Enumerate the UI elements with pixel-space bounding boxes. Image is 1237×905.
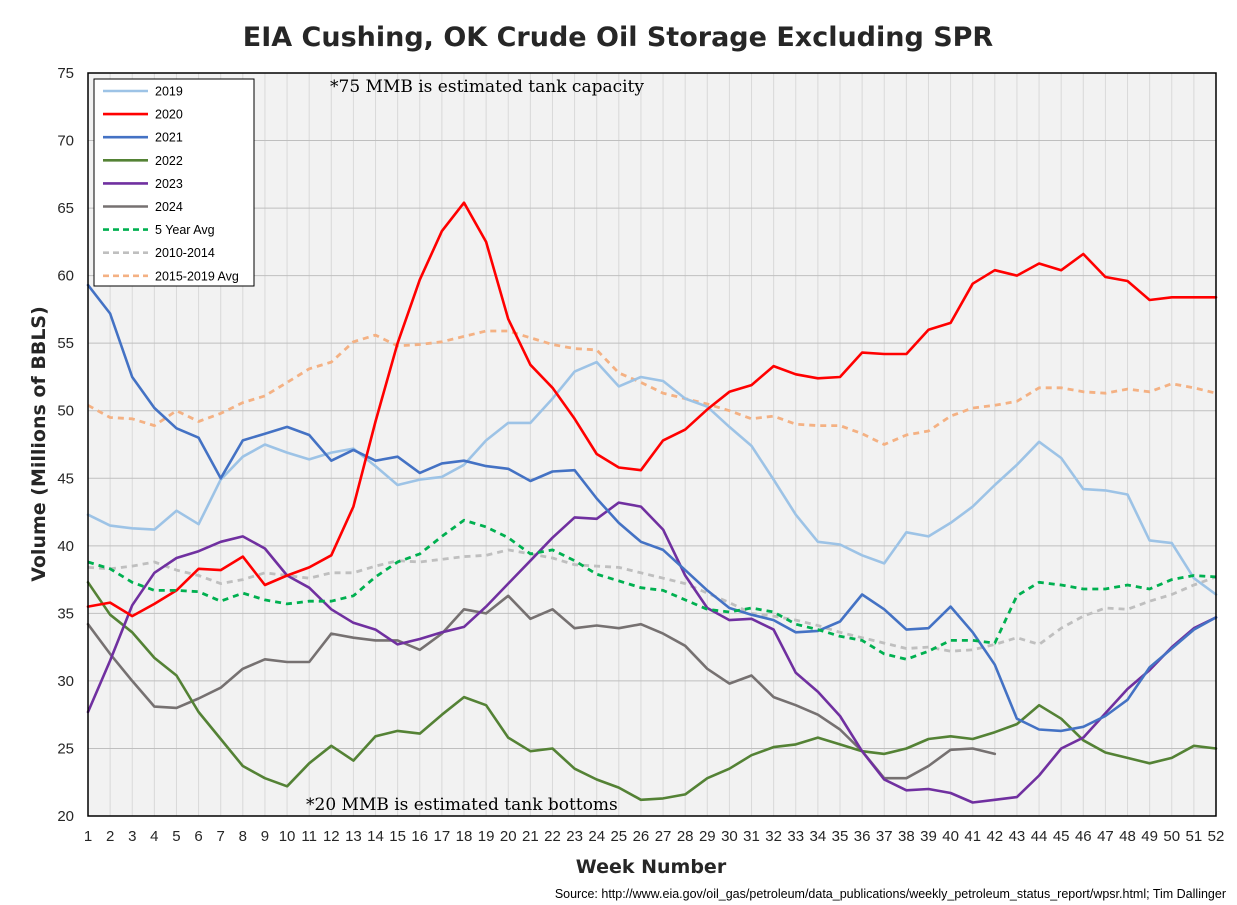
x-tick-label: 26: [633, 828, 650, 845]
x-tick-label: 32: [765, 828, 782, 845]
chart-title: EIA Cushing, OK Crude Oil Storage Exclud…: [243, 22, 994, 53]
x-axis-ticks: 1 2 3 4 5 6 7 8 9 10 11 12 13 14 15 16 17 18 19 20 21 22 23 24 2…: [84, 828, 1225, 845]
plot-border: [87, 72, 1217, 817]
x-tick-label: 46: [1075, 828, 1092, 845]
y-tick-label: 30: [57, 673, 74, 690]
x-tick-label: 7: [217, 828, 225, 845]
legend: 2019 2020 2021 2022 2023 2024 5 Year Avg 2010-2…: [93, 78, 255, 287]
x-tick-label: 36: [854, 828, 871, 845]
x-tick-label: 40: [942, 828, 959, 845]
x-tick-label: 29: [699, 828, 716, 845]
y-tick-label: 60: [57, 268, 74, 285]
series-line-2023: [86, 501, 1218, 804]
x-tick-label: 8: [239, 828, 247, 845]
legend-label-2023: 2023: [155, 177, 183, 191]
legend-label-2010-2014: 2010-2014: [155, 246, 215, 260]
x-tick-label: 5: [172, 828, 180, 845]
series-line-5-year-avg: [87, 518, 1217, 661]
x-axis-label: Week Number: [576, 856, 727, 878]
annotation-capacity: *75 MMB is estimated tank capacity: [330, 77, 644, 97]
x-tick-label: 22: [544, 828, 561, 845]
x-tick-label: 14: [367, 828, 384, 845]
y-tick-label: 25: [57, 740, 74, 757]
x-tick-label: 17: [434, 828, 451, 845]
plot-area: [88, 73, 1216, 816]
x-tick-label: 38: [898, 828, 915, 845]
y-tick-label: 45: [57, 470, 74, 487]
y-axis-ticks: 20 25 30 35 40 45 50 55 60 65 70 75: [57, 65, 74, 825]
series-line-2021: [86, 283, 1218, 733]
legend-label-2021: 2021: [155, 131, 183, 145]
x-tick-label: 3: [128, 828, 136, 845]
x-tick-label: 27: [655, 828, 672, 845]
x-tick-label: 6: [194, 828, 202, 845]
x-tick-label: 50: [1163, 828, 1180, 845]
y-tick-label: 55: [57, 335, 74, 352]
x-tick-label: 19: [478, 828, 495, 845]
x-tick-label: 20: [500, 828, 517, 845]
x-tick-label: 41: [964, 828, 981, 845]
y-tick-label: 50: [57, 403, 74, 420]
x-tick-label: 9: [261, 828, 269, 845]
source-note: Source: http://www.eia.gov/oil_gas/petro…: [555, 887, 1226, 901]
x-tick-label: 2: [106, 828, 114, 845]
series-line-2022: [86, 580, 1218, 802]
legend-label-2022: 2022: [155, 154, 183, 168]
y-tick-label: 65: [57, 200, 74, 217]
x-tick-label: 44: [1031, 828, 1048, 845]
x-tick-label: 1: [84, 828, 92, 845]
x-tick-label: 15: [389, 828, 406, 845]
legend-label-2024: 2024: [155, 200, 183, 214]
x-tick-label: 18: [456, 828, 473, 845]
y-tick-label: 35: [57, 605, 74, 622]
x-tick-label: 33: [787, 828, 804, 845]
x-tick-label: 39: [920, 828, 937, 845]
x-tick-label: 21: [522, 828, 539, 845]
series-line-2020: [86, 201, 1218, 618]
x-tick-label: 30: [721, 828, 738, 845]
y-tick-label: 70: [57, 133, 74, 150]
y-tick-label: 20: [57, 808, 74, 825]
x-tick-label: 35: [832, 828, 849, 845]
x-tick-label: 42: [986, 828, 1003, 845]
x-tick-label: 52: [1208, 828, 1225, 845]
x-tick-label: 31: [743, 828, 760, 845]
x-tick-label: 47: [1097, 828, 1114, 845]
x-tick-label: 16: [411, 828, 428, 845]
x-tick-label: 37: [876, 828, 893, 845]
series-line-2024: [86, 594, 997, 780]
y-axis-label: Volume (Millions of BBLS): [28, 306, 50, 582]
x-tick-label: 13: [345, 828, 362, 845]
x-tick-label: 51: [1186, 828, 1203, 845]
legend-label-5-year-avg: 5 Year Avg: [155, 223, 215, 237]
x-tick-label: 45: [1053, 828, 1070, 845]
annotation-bottoms: *20 MMB is estimated tank bottoms: [306, 795, 618, 815]
x-tick-label: 23: [566, 828, 583, 845]
series-layer: [86, 201, 1218, 804]
x-tick-label: 4: [150, 828, 158, 845]
legend-label-2015-2019-avg: 2015-2019 Avg: [155, 269, 239, 283]
y-tick-label: 75: [57, 65, 74, 82]
x-tick-label: 11: [301, 828, 317, 845]
x-tick-label: 25: [610, 828, 627, 845]
x-tick-label: 49: [1141, 828, 1158, 845]
x-tick-label: 10: [279, 828, 296, 845]
x-tick-label: 12: [323, 828, 340, 845]
x-tick-label: 34: [810, 828, 827, 845]
x-tick-label: 43: [1009, 828, 1026, 845]
legend-label-2020: 2020: [155, 108, 183, 122]
y-tick-label: 40: [57, 538, 74, 555]
x-tick-label: 48: [1119, 828, 1136, 845]
series-line-2019: [86, 360, 1218, 596]
series-line-2010-2014: [87, 548, 1217, 653]
x-tick-label: 24: [588, 828, 605, 845]
legend-label-2019: 2019: [155, 85, 183, 99]
grid-horizontal: [88, 140, 1216, 749]
series-line-2015-2019-avg: [87, 329, 1217, 446]
x-tick-label: 28: [677, 828, 694, 845]
